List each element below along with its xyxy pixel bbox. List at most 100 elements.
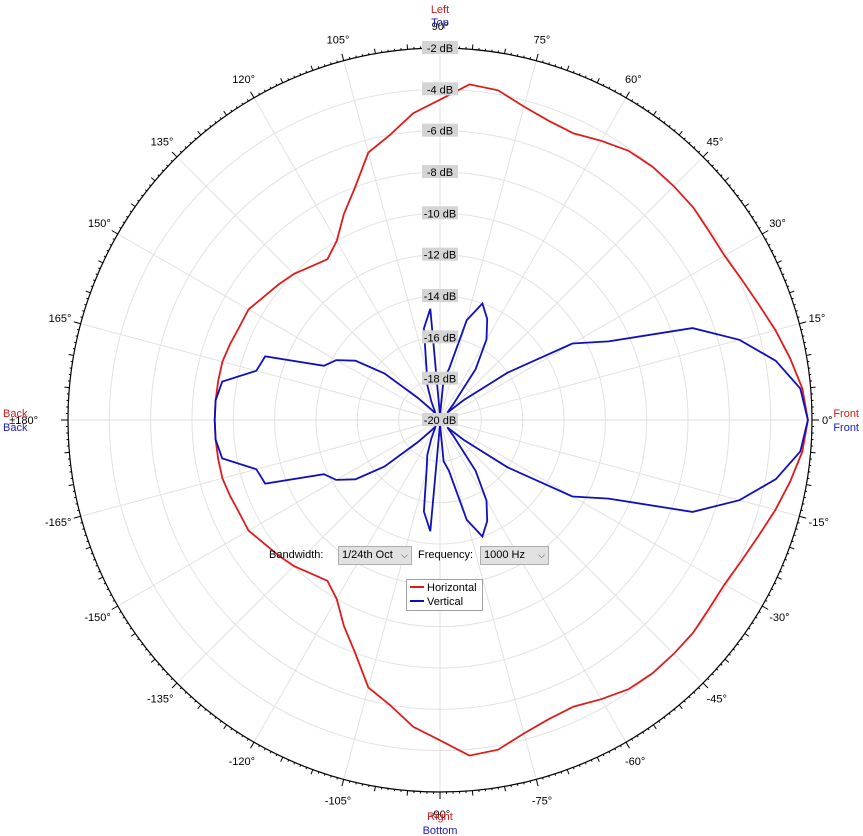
angle-tick: [93, 558, 96, 561]
grid-spoke: [439, 156, 704, 421]
angle-tick: [768, 243, 771, 246]
grid-spoke: [439, 97, 627, 421]
angle-label: -105°: [325, 796, 351, 808]
angle-tick: [748, 627, 751, 630]
angle-tick: [740, 199, 743, 202]
angle-tick: [698, 687, 701, 690]
angle-tick: [98, 267, 101, 270]
angle-tick: [693, 146, 696, 149]
chevron-down-icon: ⌵: [538, 550, 545, 560]
angle-tick: [137, 199, 140, 202]
angle-tick: [197, 130, 202, 136]
angle-tick: [137, 638, 140, 641]
radial-label: -8 dB: [422, 165, 458, 179]
grid-spoke: [439, 233, 763, 421]
frequency-select[interactable]: 1000 Hz ⌵: [480, 546, 549, 565]
radial-label: -2 dB: [422, 41, 458, 55]
angle-tick: [560, 771, 563, 774]
angle-tick: [241, 735, 244, 738]
angle-tick: [119, 611, 122, 614]
radial-label-bg: [422, 413, 458, 426]
angle-tick: [106, 588, 109, 591]
chart-legend: Horizontal Vertical: [406, 579, 483, 611]
angle-tick: [219, 117, 222, 120]
grid-spoke: [439, 60, 537, 421]
legend-label-vertical: Vertical: [427, 596, 464, 608]
angle-tick: [732, 189, 736, 192]
angle-tick: [736, 194, 739, 197]
angle-tick: [330, 62, 332, 65]
angle-tick: [179, 150, 182, 153]
grid-spoke: [439, 419, 627, 743]
angle-tick: [779, 267, 782, 270]
angle-tick: [90, 552, 93, 555]
angle-tick: [590, 759, 593, 762]
angle-label: 30°: [769, 218, 786, 230]
angle-tick: [235, 106, 238, 109]
angle-label: 75°: [534, 34, 551, 46]
angle-tick: [663, 716, 666, 719]
angle-tick: [744, 632, 750, 637]
angle-tick: [631, 738, 634, 741]
angle-tick: [647, 109, 650, 112]
angle-tick: [608, 86, 611, 89]
angle-tick: [122, 616, 125, 619]
angle-tick: [642, 731, 645, 734]
angle-tick: [614, 89, 617, 92]
radial-label-bg: [422, 371, 458, 385]
bandwidth-select[interactable]: 1/24th Oct ⌵: [338, 546, 412, 565]
angle-tick: [535, 53, 539, 61]
angle-tick: [171, 682, 178, 689]
angle-label: 15°: [809, 313, 826, 325]
angle-label: 45°: [707, 136, 724, 148]
angle-tick: [755, 616, 758, 619]
angle-tick: [157, 174, 160, 177]
radial-label: -6 dB: [422, 123, 458, 138]
grid-spoke: [439, 419, 763, 607]
angle-tick: [744, 203, 750, 208]
legend-swatch-horizontal: [410, 586, 424, 589]
angle-label: ±180°: [9, 415, 38, 427]
radial-label-bg: [422, 330, 458, 344]
angle-tick: [720, 663, 723, 666]
radial-label: -10 dB: [422, 206, 458, 220]
angle-tick: [716, 668, 719, 671]
angle-tick: [317, 66, 320, 69]
angle-tick: [280, 78, 284, 84]
angle-tick: [608, 751, 611, 754]
angle-tick: [642, 106, 645, 109]
angle-label: -30°: [769, 612, 789, 624]
radial-label-text: -10 dB: [424, 208, 456, 220]
angle-tick: [293, 762, 296, 765]
angle-tick: [129, 210, 132, 213]
angle-tick: [68, 354, 74, 356]
grid-spoke: [80, 323, 441, 421]
radial-labels: -2 dB -4 dB -6 dB -8 dB -10 dB -12 dB -14 dB -1…: [422, 41, 458, 427]
direction-label-back-horizontal: Back: [3, 408, 28, 420]
angle-tick: [310, 65, 314, 71]
angle-tick: [566, 65, 570, 71]
angle-tick: [214, 121, 217, 124]
grid-spoke: [253, 97, 441, 421]
angle-tick: [602, 754, 605, 757]
angle-tick: [98, 260, 104, 264]
angle-tick: [189, 141, 192, 144]
angle-tick: [330, 775, 332, 778]
radial-label: -14 dB: [422, 289, 458, 303]
angle-tick: [619, 745, 622, 748]
angle-tick: [698, 150, 701, 153]
angle-tick: [548, 62, 550, 65]
angle-tick: [535, 779, 539, 787]
angle-tick: [230, 728, 233, 731]
angle-tick: [122, 221, 125, 224]
angle-label: -120°: [229, 756, 255, 768]
angle-tick: [230, 109, 233, 112]
angle-tick: [84, 534, 87, 537]
angle-tick: [663, 121, 666, 124]
angle-tick: [130, 203, 136, 208]
angle-tick: [126, 215, 129, 218]
grid-spoke: [343, 419, 441, 780]
angle-tick: [269, 86, 272, 89]
angle-tick: [336, 777, 338, 780]
radial-label-text: -8 dB: [427, 167, 453, 179]
